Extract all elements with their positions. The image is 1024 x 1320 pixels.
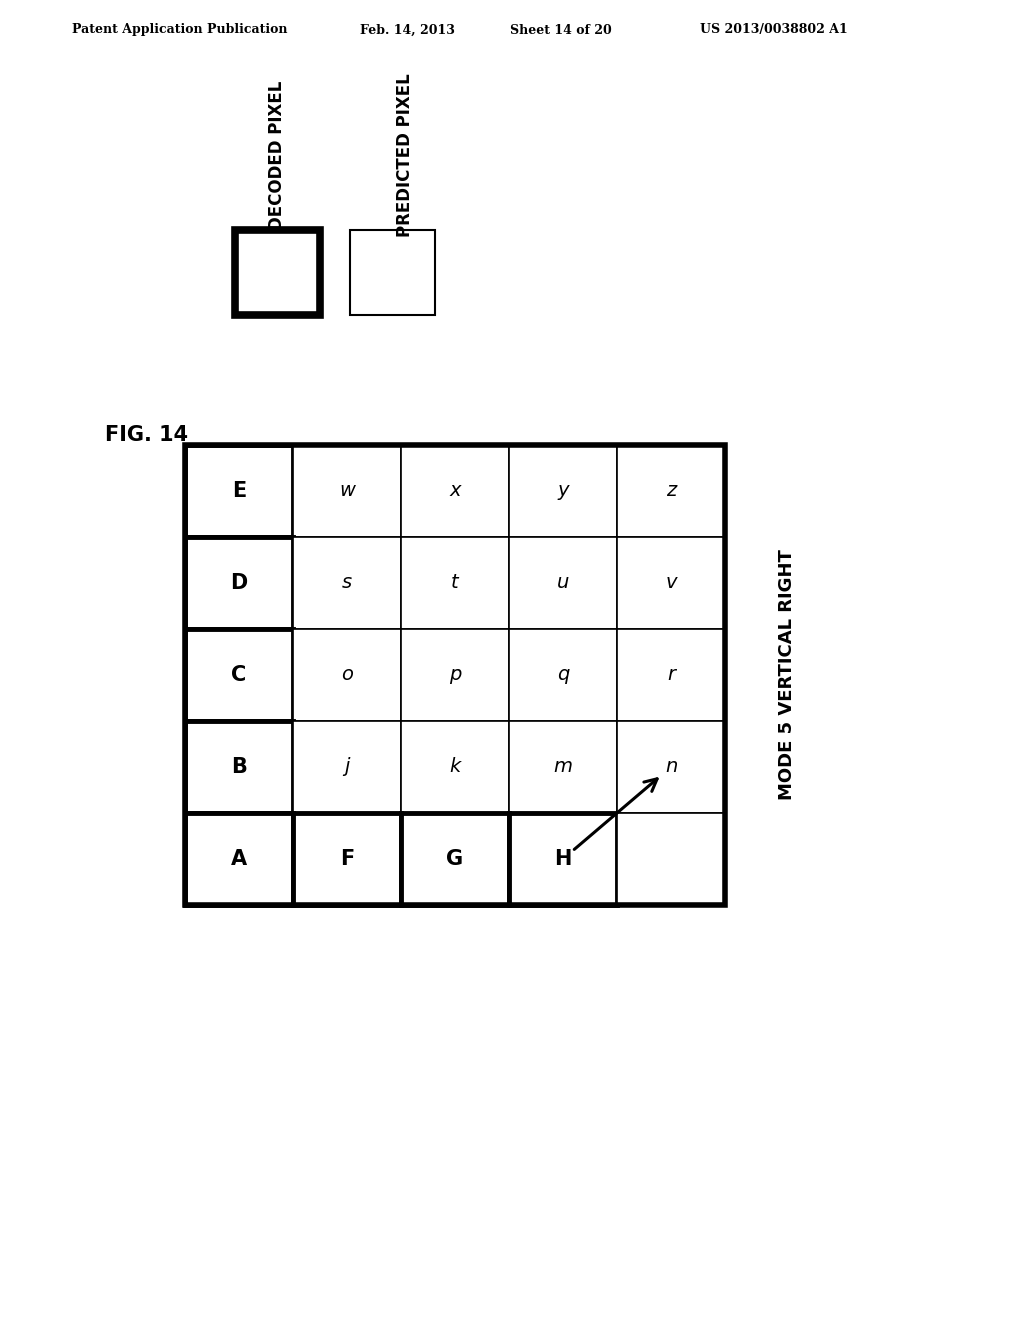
Text: w: w: [339, 482, 355, 500]
Bar: [401, 721, 509, 813]
Text: x: x: [450, 482, 461, 500]
Bar: [185, 721, 293, 813]
Text: E: E: [231, 480, 246, 502]
Text: t: t: [452, 573, 459, 593]
Bar: [293, 445, 401, 537]
Bar: [617, 630, 725, 721]
Text: C: C: [231, 665, 247, 685]
Text: j: j: [344, 758, 349, 776]
Text: FIG. 14: FIG. 14: [105, 425, 188, 445]
Bar: [234, 230, 319, 315]
Bar: [509, 537, 617, 630]
Bar: [509, 630, 617, 721]
Text: MODE 5 VERTICAL RIGHT: MODE 5 VERTICAL RIGHT: [778, 549, 796, 800]
Text: A: A: [231, 849, 247, 869]
Bar: [293, 630, 401, 721]
Bar: [617, 721, 725, 813]
Bar: [617, 537, 725, 630]
Text: v: v: [666, 573, 677, 593]
Text: B: B: [231, 756, 247, 777]
Bar: [617, 445, 725, 537]
Text: s: s: [342, 573, 352, 593]
Bar: [185, 445, 293, 537]
Bar: [401, 537, 509, 630]
Text: F: F: [340, 849, 354, 869]
Bar: [185, 537, 293, 630]
Text: y: y: [557, 482, 568, 500]
Text: Feb. 14, 2013: Feb. 14, 2013: [360, 24, 455, 37]
Bar: [401, 630, 509, 721]
Text: G: G: [446, 849, 464, 869]
Text: u: u: [557, 573, 569, 593]
Text: k: k: [450, 758, 461, 776]
Text: D: D: [230, 573, 248, 593]
Bar: [293, 721, 401, 813]
Text: r: r: [667, 665, 675, 685]
Bar: [401, 445, 509, 537]
Bar: [293, 537, 401, 630]
Bar: [185, 445, 725, 906]
Text: H: H: [554, 849, 571, 869]
Text: o: o: [341, 665, 353, 685]
Bar: [350, 230, 435, 315]
Bar: [509, 813, 617, 906]
Bar: [185, 813, 293, 906]
Bar: [293, 813, 401, 906]
Text: Patent Application Publication: Patent Application Publication: [72, 24, 288, 37]
Bar: [401, 813, 509, 906]
Text: m: m: [554, 758, 572, 776]
Text: US 2013/0038802 A1: US 2013/0038802 A1: [700, 24, 848, 37]
Text: Sheet 14 of 20: Sheet 14 of 20: [510, 24, 611, 37]
Text: p: p: [449, 665, 461, 685]
Text: n: n: [665, 758, 677, 776]
Text: z: z: [666, 482, 676, 500]
Text: q: q: [557, 665, 569, 685]
Bar: [509, 445, 617, 537]
Bar: [185, 630, 293, 721]
Bar: [509, 721, 617, 813]
Text: DECODED PIXEL: DECODED PIXEL: [268, 81, 287, 230]
Bar: [617, 813, 725, 906]
Text: PREDICTED PIXEL: PREDICTED PIXEL: [395, 73, 414, 236]
